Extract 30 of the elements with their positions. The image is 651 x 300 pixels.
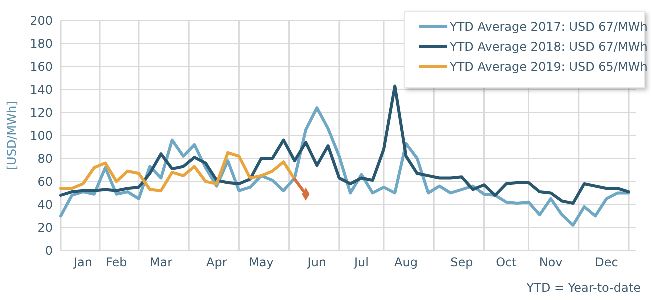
- y-tick-label: 200: [30, 14, 53, 28]
- x-tick-label: Jun: [306, 256, 327, 270]
- y-tick-label: 60: [38, 174, 53, 189]
- y-tick-label: 120: [30, 106, 53, 120]
- y-tick-label: 100: [30, 128, 53, 143]
- x-tick-label: Feb: [106, 256, 128, 270]
- y-tick-label: 20: [38, 220, 53, 235]
- x-tick-label: May: [249, 256, 274, 270]
- y-tick-label: 0: [45, 244, 53, 258]
- line-series: [60, 84, 630, 206]
- x-tick-label: Jul: [353, 256, 369, 270]
- x-tick-label: Nov: [539, 256, 563, 270]
- line-series: [60, 151, 296, 192]
- legend-label: YTD Average 2017: USD 67/MWh: [449, 20, 648, 34]
- y-tick-label: 160: [30, 60, 53, 74]
- y-tick-label: 80: [38, 152, 53, 166]
- x-tick-label: Jan: [73, 256, 93, 270]
- legend-label: YTD Average 2019: USD 65/MWh: [449, 60, 648, 74]
- x-tick-label: Aug: [394, 256, 418, 270]
- y-axis-title: [USD/MWh]: [5, 101, 19, 170]
- legend-label: YTD Average 2018: USD 67/MWh: [449, 40, 648, 54]
- y-tick-label: 180: [30, 36, 53, 51]
- text: YTD = Year-to-date: [526, 281, 641, 295]
- x-tick-label: Mar: [150, 256, 173, 270]
- x-tick-label: Apr: [206, 256, 228, 270]
- x-tick-label: Sep: [450, 256, 474, 270]
- x-tick-label: Dec: [595, 256, 618, 270]
- y-tick-label: 140: [30, 82, 53, 97]
- y-tick-label: 40: [38, 198, 53, 212]
- x-tick-label: Oct: [496, 256, 518, 270]
